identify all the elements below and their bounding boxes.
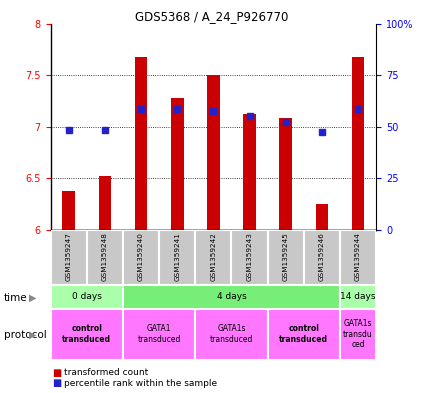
Bar <box>195 230 231 285</box>
Text: GSM1359242: GSM1359242 <box>210 232 216 281</box>
Text: GSM1359240: GSM1359240 <box>138 232 144 281</box>
Text: GATA1s
transdu
ced: GATA1s transdu ced <box>343 319 373 349</box>
Bar <box>62 191 75 230</box>
Text: 0 days: 0 days <box>72 292 102 301</box>
Bar <box>123 309 195 360</box>
Text: GSM1359246: GSM1359246 <box>319 232 325 281</box>
Text: GSM1359248: GSM1359248 <box>102 232 108 281</box>
Bar <box>123 285 340 309</box>
Bar <box>135 57 147 230</box>
Text: 14 days: 14 days <box>341 292 376 301</box>
Text: percentile rank within the sample: percentile rank within the sample <box>64 379 217 387</box>
Bar <box>279 119 292 230</box>
Bar <box>340 285 376 309</box>
Text: GSM1359247: GSM1359247 <box>66 232 72 281</box>
Bar <box>123 230 159 285</box>
Bar <box>51 309 123 360</box>
Bar <box>87 230 123 285</box>
Bar <box>99 176 111 230</box>
Bar <box>207 75 220 230</box>
Bar <box>268 230 304 285</box>
Text: 4 days: 4 days <box>216 292 246 301</box>
Text: control
transduced: control transduced <box>279 324 328 344</box>
Bar <box>231 230 268 285</box>
Text: time: time <box>4 292 27 303</box>
Text: GDS5368 / A_24_P926770: GDS5368 / A_24_P926770 <box>135 10 288 23</box>
Bar <box>340 230 376 285</box>
Text: GSM1359241: GSM1359241 <box>174 232 180 281</box>
Bar <box>340 309 376 360</box>
Text: protocol: protocol <box>4 330 46 340</box>
Text: GSM1359245: GSM1359245 <box>283 232 289 281</box>
Text: ■: ■ <box>52 367 61 378</box>
Bar <box>315 204 328 230</box>
Text: GATA1s
transduced: GATA1s transduced <box>210 324 253 344</box>
Bar <box>195 309 268 360</box>
Bar <box>171 98 183 230</box>
Bar <box>268 309 340 360</box>
Text: GSM1359244: GSM1359244 <box>355 232 361 281</box>
Text: ■: ■ <box>52 378 61 388</box>
Text: transformed count: transformed count <box>64 368 148 377</box>
Bar <box>159 230 195 285</box>
Text: control
transduced: control transduced <box>62 324 111 344</box>
Bar <box>51 285 123 309</box>
Text: ▶: ▶ <box>29 330 37 340</box>
Bar <box>304 230 340 285</box>
Bar <box>243 114 256 230</box>
Text: ▶: ▶ <box>29 292 37 303</box>
Bar <box>51 230 87 285</box>
Text: GATA1
transduced: GATA1 transduced <box>137 324 181 344</box>
Bar <box>352 57 364 230</box>
Text: GSM1359243: GSM1359243 <box>246 232 253 281</box>
